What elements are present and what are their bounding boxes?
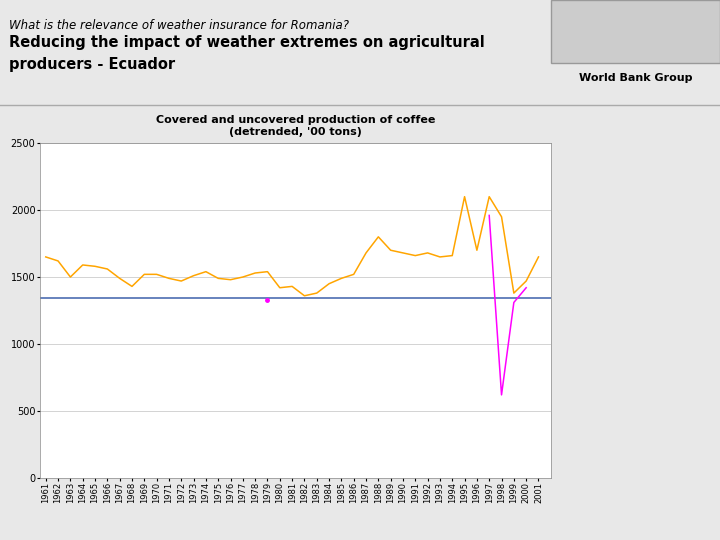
Text: World Bank Group: World Bank Group: [579, 72, 692, 83]
FancyBboxPatch shape: [551, 0, 720, 63]
Text: What is the relevance of weather insurance for Romania?: What is the relevance of weather insuran…: [9, 19, 349, 32]
Text: producers - Ecuador: producers - Ecuador: [9, 57, 176, 72]
Text: Reducing the impact of weather extremes on agricultural: Reducing the impact of weather extremes …: [9, 35, 485, 50]
Title: Covered and uncovered production of coffee
(detrended, '00 tons): Covered and uncovered production of coff…: [156, 115, 435, 137]
